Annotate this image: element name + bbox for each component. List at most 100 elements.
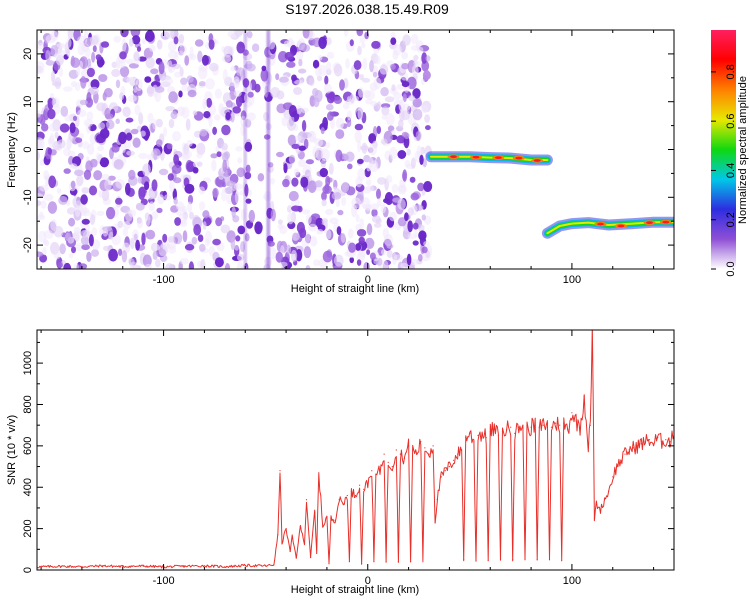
noise-speck (413, 228, 418, 238)
noise-speck (163, 127, 167, 137)
noise-speck (420, 104, 429, 114)
noise-speck (237, 225, 246, 235)
noise-speck (153, 244, 161, 251)
noise-speck (130, 128, 139, 135)
noise-speck (356, 30, 364, 37)
noise-speck (77, 35, 88, 46)
ridge-peak-core (617, 224, 625, 228)
noise-speck (50, 70, 56, 83)
noise-speck (237, 157, 243, 164)
noise-speck (277, 219, 283, 225)
ridge-peak-core (597, 222, 604, 226)
snr-point (469, 432, 471, 434)
noise-speck (301, 120, 307, 132)
noise-speck (82, 210, 92, 217)
noise-speck (312, 59, 320, 69)
spectrogram-noise (37, 30, 433, 269)
noise-speck (128, 169, 136, 180)
noise-speck (77, 109, 87, 118)
snr-point (497, 434, 499, 437)
noise-speck (165, 30, 175, 39)
noise-speck (75, 205, 81, 217)
noise-speck (68, 252, 74, 259)
snr-point (422, 561, 424, 563)
noise-speck (212, 187, 219, 198)
noise-speck (47, 108, 56, 120)
snr-point (616, 466, 618, 468)
noise-speck (37, 151, 40, 161)
noise-speck (409, 176, 416, 183)
noise-speck (347, 110, 352, 121)
noise-speck (64, 114, 72, 122)
noise-speck (305, 232, 311, 244)
snr-point (399, 453, 401, 455)
noise-speck (355, 176, 363, 188)
noise-speck (301, 107, 309, 114)
noise-speck (322, 185, 332, 195)
noise-speck (389, 211, 397, 222)
snr-point (632, 447, 634, 449)
noise-speck (391, 84, 396, 92)
noise-speck (382, 260, 389, 269)
noise-speck (380, 138, 388, 145)
noise-speck (283, 40, 290, 47)
noise-speck (390, 37, 397, 45)
noise-speck (293, 168, 300, 176)
noise-speck (93, 170, 103, 181)
noise-speck (121, 142, 127, 153)
noise-speck (236, 41, 245, 54)
noise-speck (397, 198, 406, 210)
noise-speck (145, 190, 156, 200)
noise-speck (346, 118, 352, 128)
noise-speck (254, 221, 263, 235)
noise-speck (235, 146, 243, 152)
spectrogram-x-tick-label: 100 (563, 274, 581, 286)
noise-speck (225, 112, 231, 121)
noise-speck (357, 107, 364, 120)
snr-point (636, 445, 638, 447)
noise-speck (287, 134, 297, 146)
noise-speck (174, 217, 182, 226)
noise-speck (145, 30, 155, 42)
noise-speck (191, 236, 198, 245)
noise-speck (72, 196, 82, 209)
noise-speck (278, 76, 289, 83)
noise-speck (294, 199, 300, 206)
noise-speck (419, 154, 424, 165)
snr-point (457, 453, 459, 455)
noise-speck (236, 261, 244, 269)
snr-point (506, 428, 508, 430)
noise-speck (56, 188, 62, 194)
noise-speck (104, 178, 112, 191)
noise-speck (287, 212, 294, 225)
snr-point (575, 420, 577, 422)
snr-point (512, 559, 514, 561)
noise-speck (150, 68, 159, 75)
snr-point (473, 441, 475, 443)
snr-point (60, 565, 63, 567)
noise-speck (251, 43, 260, 52)
snr-point (338, 499, 340, 501)
noise-speck (355, 213, 360, 223)
snr-point (281, 542, 283, 544)
noise-speck (86, 67, 95, 78)
noise-speck (402, 34, 411, 46)
snr-point (291, 536, 293, 538)
noise-speck (358, 236, 365, 244)
noise-speck (83, 169, 92, 180)
noise-speck (95, 133, 106, 144)
spectrogram-x-ticks: -100 0 100 (40, 30, 655, 286)
noise-speck (396, 135, 406, 144)
noise-speck (371, 208, 378, 218)
noise-speck (80, 235, 89, 246)
noise-speck (293, 87, 303, 95)
noise-speck (86, 122, 91, 134)
noise-speck (377, 198, 382, 207)
noise-speck (229, 82, 235, 92)
noise-speck (125, 58, 134, 64)
noise-speck (234, 190, 239, 204)
noise-speck (356, 229, 367, 237)
snr-y-label: SNR (10 * v/v) (6, 415, 18, 485)
noise-speck (111, 144, 120, 153)
